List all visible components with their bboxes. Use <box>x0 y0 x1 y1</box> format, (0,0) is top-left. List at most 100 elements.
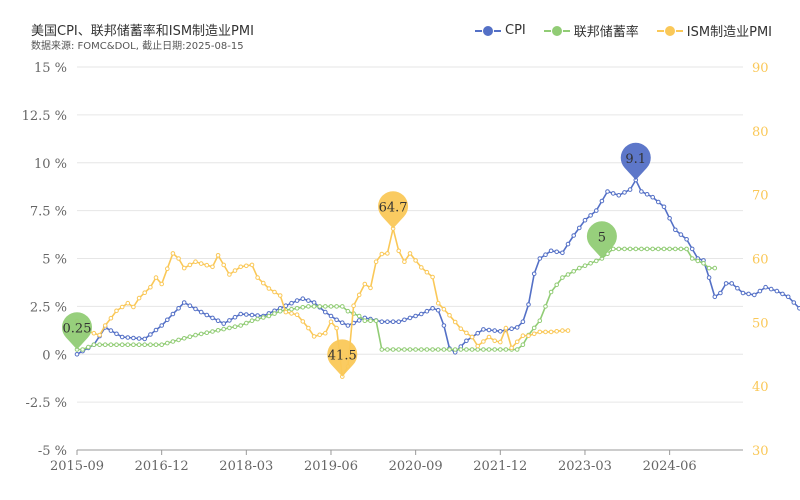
data-point <box>108 315 114 321</box>
data-point <box>334 304 339 309</box>
y-left-tick-label: 10 % <box>34 157 67 172</box>
data-point <box>464 347 469 352</box>
data-point <box>131 342 136 348</box>
data-point <box>159 323 164 328</box>
annotation-label: 9.1 <box>625 152 646 167</box>
data-point <box>181 265 187 271</box>
y-right-tick-label: 90 <box>752 61 769 76</box>
data-point <box>537 256 543 261</box>
data-point <box>294 298 300 303</box>
data-point <box>102 323 108 328</box>
data-point <box>142 290 147 296</box>
data-point <box>119 304 125 310</box>
data-point <box>622 190 627 195</box>
data-point <box>198 331 204 337</box>
data-point <box>712 265 718 271</box>
data-point <box>514 339 520 345</box>
data-point <box>232 324 238 330</box>
series-layer <box>74 177 800 380</box>
data-point <box>385 347 390 352</box>
axes: -5 % -2.5 % 0 % 2.5 % 5 % 7.5 % 10 % 12.5 % 15 %… <box>22 61 769 474</box>
data-point <box>351 303 356 309</box>
annotation-label: 0.25 <box>63 321 92 336</box>
data-point <box>639 246 644 252</box>
data-point <box>684 246 689 252</box>
data-point <box>520 319 526 325</box>
annotation-pin <box>586 221 617 259</box>
data-point <box>210 329 215 334</box>
data-point <box>492 347 498 352</box>
x-tick-label: 2019-06 <box>304 459 358 474</box>
y-right-tick-label: 50 <box>752 316 769 331</box>
data-point <box>424 347 430 352</box>
y-left-tick-label: 2.5 % <box>30 300 67 315</box>
data-point <box>441 306 447 312</box>
data-point <box>131 304 136 310</box>
data-point <box>402 259 407 265</box>
data-point <box>763 284 768 290</box>
data-point <box>656 199 661 205</box>
annotation-pin <box>62 312 93 350</box>
data-point <box>582 263 588 269</box>
data-point <box>362 318 368 324</box>
data-point <box>396 319 402 325</box>
data-point <box>272 311 277 316</box>
data-point <box>723 281 729 286</box>
data-point <box>712 294 718 300</box>
data-point <box>204 312 210 318</box>
data-point <box>131 335 136 341</box>
data-point <box>317 304 323 309</box>
data-point <box>565 241 571 247</box>
data-point <box>475 330 481 336</box>
data-point <box>588 261 593 266</box>
legend-item-fed-rate[interactable]: 联邦储蓄率 <box>543 21 639 40</box>
y-right-tick-label: 40 <box>752 380 769 395</box>
data-point <box>509 345 514 351</box>
data-point <box>481 339 486 344</box>
data-point <box>204 330 210 336</box>
legend-item-pmi[interactable]: ISM制造业PMI <box>656 21 772 40</box>
data-point <box>548 329 554 335</box>
legend-item-cpi[interactable]: CPI <box>475 21 526 40</box>
data-point <box>588 213 593 218</box>
data-point <box>622 246 627 252</box>
data-point <box>181 300 187 305</box>
data-point <box>531 331 537 337</box>
annotation-label: 41.5 <box>328 349 357 364</box>
data-point <box>678 246 684 252</box>
data-point <box>80 347 85 352</box>
data-point <box>153 275 159 280</box>
data-point <box>560 250 565 256</box>
data-point <box>464 330 469 336</box>
data-point <box>757 288 763 294</box>
data-point <box>667 246 672 252</box>
data-point <box>498 339 503 345</box>
data-point <box>656 246 661 252</box>
data-point <box>294 312 300 318</box>
y-left-tick-label: 0 % <box>42 348 67 363</box>
y-left-tick-label: 7.5 % <box>30 205 67 220</box>
data-point <box>170 311 176 317</box>
data-point <box>289 311 294 316</box>
data-point <box>187 262 193 268</box>
data-point <box>639 189 644 194</box>
data-point <box>441 347 447 352</box>
data-point <box>170 251 176 256</box>
data-point <box>571 269 577 274</box>
data-point <box>385 251 390 256</box>
data-point <box>91 342 97 348</box>
y-right-tick-label: 80 <box>752 125 769 140</box>
data-point <box>221 321 226 326</box>
data-point <box>644 246 650 252</box>
data-point <box>565 272 571 277</box>
data-point <box>396 248 402 254</box>
data-point <box>306 298 311 303</box>
data-point <box>334 317 339 323</box>
y-right-tick-label: 60 <box>752 253 769 268</box>
y-left-tick-label: -2.5 % <box>25 396 67 411</box>
y-left-tick-label: 15 % <box>34 61 67 76</box>
data-point <box>356 292 362 298</box>
chart-title: 美国CPI、联邦储蓄率和ISM制造业PMI <box>31 24 254 39</box>
data-point <box>430 274 435 280</box>
data-point <box>503 325 509 331</box>
